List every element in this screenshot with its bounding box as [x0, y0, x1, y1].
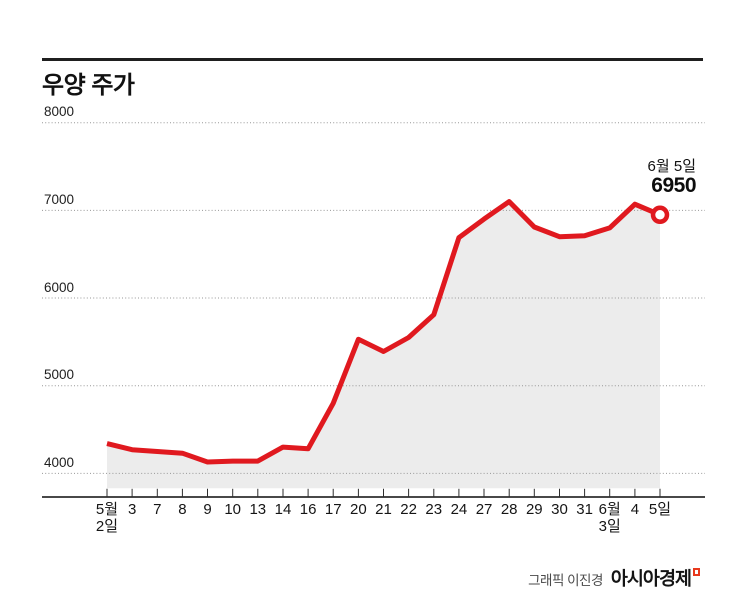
x-axis-label: 31	[576, 501, 593, 518]
credit-text: 그래픽 이진경	[528, 573, 603, 588]
last-point-annotation: 6월 5일 6950	[647, 158, 697, 197]
x-axis-label: 14	[274, 501, 292, 518]
brand-text: 아시아경제	[611, 565, 700, 591]
annotation-date: 6월 5일	[647, 158, 696, 175]
x-axis-label: 7	[153, 501, 162, 518]
x-axis-label: 20	[350, 501, 367, 518]
x-axis-label: 22	[400, 501, 417, 518]
x-axis-label: 9	[203, 501, 212, 518]
y-axis-label: 5000	[44, 367, 75, 383]
x-axis-label: 5일	[648, 501, 672, 518]
y-axis-label: 8000	[44, 104, 75, 120]
x-axis-label: 29	[525, 501, 543, 518]
x-axis-label: 10	[224, 501, 242, 518]
x-axis-label: 16	[299, 501, 317, 518]
x-axis-label: 13	[249, 501, 267, 518]
x-axis-label: 8	[178, 501, 187, 518]
chart-title: 우양 주가	[42, 72, 135, 99]
x-axis-label: 3	[127, 501, 137, 518]
title-rule	[42, 58, 703, 61]
x-axis-label: 24	[450, 501, 468, 518]
last-point-marker	[650, 205, 670, 225]
x-axis-label: 28	[500, 501, 518, 518]
x-axis-label: 17	[324, 501, 342, 518]
area-fill	[107, 201, 660, 489]
y-axis-label: 6000	[44, 279, 75, 295]
x-axis-label: 5월 2일	[95, 501, 119, 535]
price-line	[106, 199, 661, 465]
annotation-value: 6950	[651, 174, 696, 197]
x-axis-label: 6월 3일	[598, 501, 621, 535]
x-axis-label: 27	[475, 501, 493, 518]
brand-label: 아시아경제	[610, 568, 692, 589]
y-axis-label: 4000	[44, 454, 75, 470]
asiae-logo-mark	[693, 568, 700, 576]
x-axis-label: 4	[630, 501, 640, 518]
x-axis-label: 21	[375, 501, 392, 518]
x-axis-label: 30	[551, 501, 568, 518]
credit-footer: 그래픽 이진경 아시아경제	[528, 565, 700, 591]
y-axis-label: 7000	[44, 191, 75, 207]
x-axis-label: 23	[425, 501, 443, 518]
